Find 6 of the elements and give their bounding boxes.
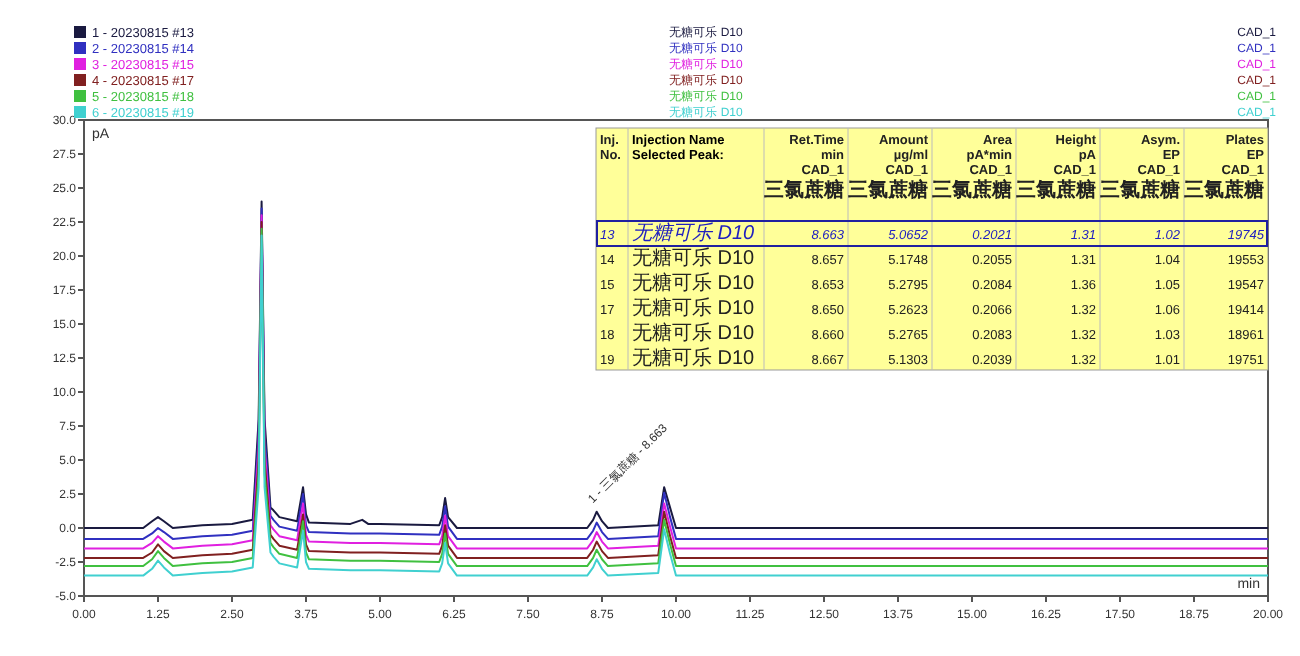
annotation: 无糖可乐 D10 bbox=[632, 221, 756, 245]
annotation: 无糖可乐 D10 bbox=[632, 296, 756, 320]
annotation: 无糖可乐 D10 bbox=[632, 271, 756, 295]
annotation: 无糖可乐 D10 bbox=[632, 321, 756, 345]
annotation: 无糖可乐 D10 bbox=[632, 346, 756, 370]
annotation: 无糖可乐 D10 bbox=[632, 246, 756, 270]
